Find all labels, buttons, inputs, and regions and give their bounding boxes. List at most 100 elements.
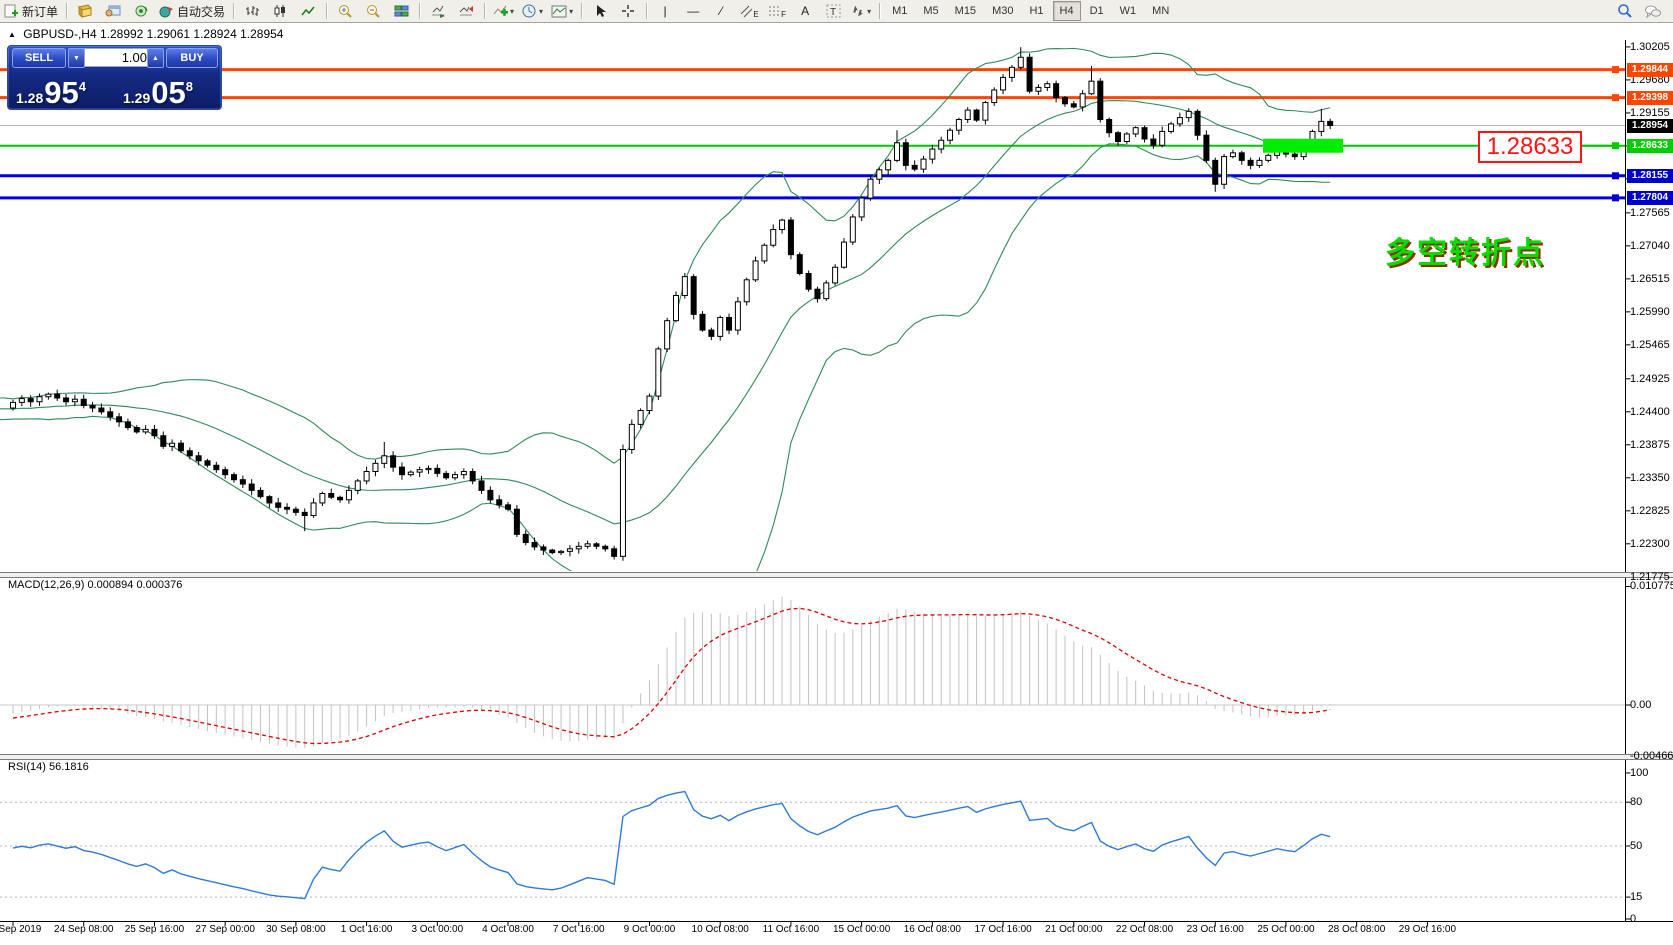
highlight-zone-rect[interactable] [1263, 138, 1343, 153]
macd-pane[interactable] [0, 596, 1625, 749]
clock-icon [522, 4, 536, 17]
candle-body [487, 489, 494, 501]
chart-shift-button[interactable] [453, 0, 479, 22]
periods-button[interactable]: ▾ [519, 0, 546, 22]
chevron-down-icon: ▾ [539, 6, 544, 16]
main-pane[interactable] [0, 47, 1625, 668]
candle-body [1035, 86, 1042, 92]
pane-separator[interactable] [0, 572, 1673, 578]
zoom-in-button[interactable] [332, 0, 358, 22]
volume-increase-button[interactable]: ▲ [147, 48, 164, 68]
timeframe-m5[interactable]: M5 [923, 5, 939, 17]
candle-body [902, 142, 909, 166]
sell-price-big: 95 [44, 75, 79, 110]
rsi-pane[interactable] [0, 790, 1625, 900]
price-tick-label: 1.22300 [1630, 537, 1670, 550]
candle-body [1318, 120, 1325, 132]
vertical-line-tool[interactable]: | [663, 4, 667, 18]
search-button[interactable] [1612, 0, 1638, 22]
line-chart-button[interactable] [295, 0, 321, 22]
market-watch-button[interactable] [72, 0, 98, 22]
candle-body [133, 427, 140, 433]
price-tick-label: 1.27565 [1630, 206, 1670, 219]
auto-scroll-button[interactable] [425, 0, 451, 22]
candlestick-chart-button[interactable] [267, 0, 293, 22]
candle-body [63, 397, 70, 403]
candle-body [460, 471, 467, 476]
timeframe-mn[interactable]: MN [1152, 5, 1170, 17]
rsi-tick-label: 15 [1630, 891, 1643, 904]
one-click-trading-panel: SELL ▼ 1.00 ▲ BUY 1.28 95 4 1.29 05 8 [7, 45, 222, 110]
buy-button[interactable]: BUY [166, 48, 218, 68]
channel-tool[interactable]: E [736, 0, 762, 22]
candle-body [955, 119, 962, 131]
timeframe-d1[interactable]: D1 [1089, 5, 1104, 17]
sell-button[interactable]: SELL [12, 48, 66, 68]
timeframe-w1[interactable]: W1 [1119, 5, 1137, 17]
candle-body [89, 405, 96, 409]
cursor-button[interactable] [587, 0, 613, 22]
horizontal-line-tool[interactable]: — [687, 4, 700, 18]
candle-body [1168, 123, 1175, 132]
timeframe-m15[interactable]: M15 [954, 5, 977, 17]
candle-body [646, 395, 653, 412]
crosshair-button[interactable] [615, 0, 641, 22]
candle-body [885, 159, 892, 171]
auto-trading-button[interactable]: 自动交易 [156, 0, 228, 22]
zoom-out-button[interactable] [360, 0, 386, 22]
text-tool[interactable]: A [801, 4, 810, 18]
volume-input[interactable]: 1.00 [84, 48, 152, 67]
templates-button[interactable]: ▾ [548, 0, 576, 22]
candle-body [54, 393, 61, 399]
chart-shift-icon [459, 6, 473, 16]
timeframe-m1[interactable]: M1 [892, 5, 908, 17]
candle-body [177, 442, 184, 452]
time-axis-label: 28 Oct 08:00 [1328, 924, 1386, 935]
chat-button[interactable] [1640, 0, 1666, 22]
candle-body [1115, 132, 1121, 143]
candle-body [611, 548, 618, 557]
separator [879, 3, 881, 19]
price-tick-label: 1.30205 [1630, 40, 1670, 53]
zoom-in-icon [338, 4, 352, 18]
trendline-tool[interactable]: ⁄ [720, 4, 723, 18]
navigator-button[interactable] [128, 0, 154, 22]
time-axis-label: 23 Sep 2019 [0, 924, 42, 935]
fibonacci-icon [769, 6, 781, 16]
time-axis-label: 30 Sep 08:00 [266, 924, 326, 935]
candle-body [1106, 119, 1113, 134]
indicators-button[interactable]: ▾ [490, 0, 517, 22]
new-order-icon [4, 4, 18, 17]
separator [419, 3, 421, 19]
candle-body [1088, 80, 1095, 95]
tile-windows-button[interactable] [388, 0, 414, 22]
candle-body [690, 276, 697, 315]
text-label-icon: T [826, 4, 841, 18]
bollinger-upper [0, 47, 1331, 464]
timeframe-h1[interactable]: H1 [1029, 5, 1044, 17]
fibonacci-tool[interactable]: F [764, 0, 790, 22]
candle-body [681, 276, 688, 297]
price-tick-label: 1.27040 [1630, 239, 1670, 252]
data-window-button[interactable] [100, 0, 126, 22]
text-label-tool[interactable]: T [820, 0, 846, 22]
collapse-arrow-icon[interactable]: ▲ [8, 30, 16, 39]
price-tick-label: 1.21775 [1630, 570, 1670, 583]
candle-body [354, 480, 361, 491]
bar-chart-button[interactable] [239, 0, 265, 22]
buy-price[interactable]: 1.29 05 8 [123, 77, 193, 108]
sell-price[interactable]: 1.28 95 4 [16, 75, 86, 110]
price-annotation-box[interactable]: 1.28633 [1478, 131, 1582, 163]
timeframe-m30[interactable]: M30 [992, 5, 1014, 17]
candle-body [505, 504, 512, 510]
pane-separator[interactable] [0, 754, 1673, 760]
candle-body [1079, 93, 1086, 108]
volume-decrease-button[interactable]: ▼ [68, 48, 85, 68]
new-order-button[interactable]: 新订单 [1, 0, 61, 22]
candle-body [142, 428, 149, 433]
chevron-down-icon: ▾ [569, 6, 574, 16]
arrows-tool[interactable]: ▾ [848, 0, 874, 22]
timeframe-h4[interactable]: H4 [1052, 1, 1081, 21]
chinese-note-text[interactable]: 多空转折点 [1385, 237, 1545, 270]
